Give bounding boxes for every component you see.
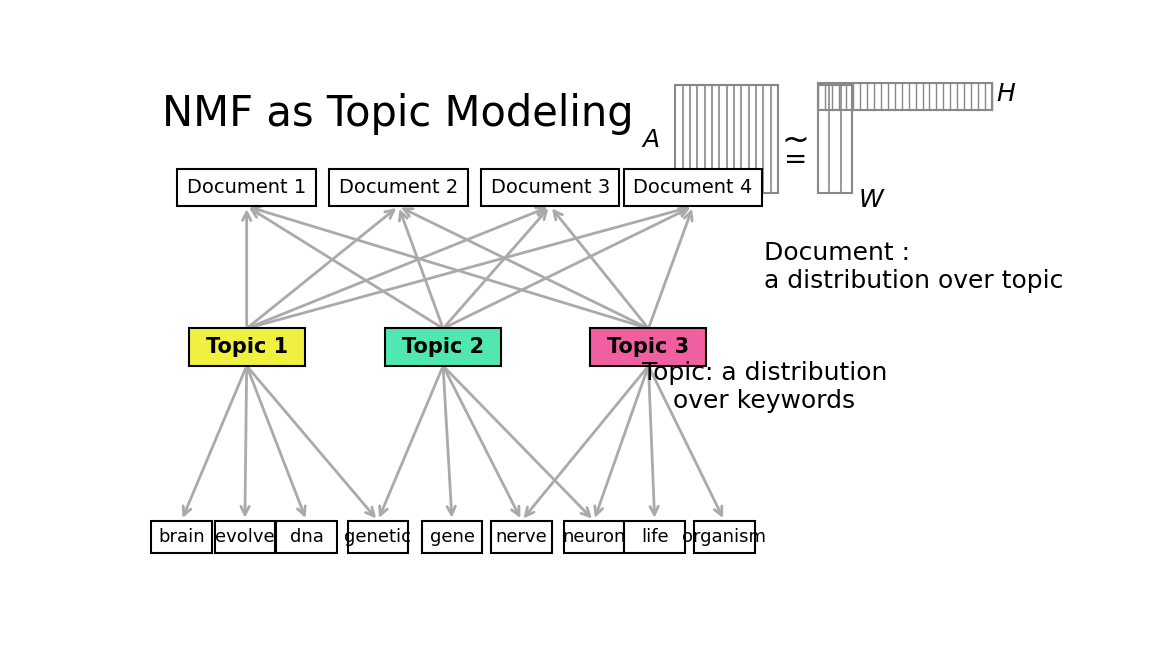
Bar [422, 520, 483, 553]
Bar [348, 520, 408, 553]
Text: gene: gene [430, 528, 475, 546]
Bar [818, 83, 992, 110]
Text: Topic: a distribution
over keywords: Topic: a distribution over keywords [642, 361, 887, 413]
Text: Document 4: Document 4 [634, 178, 752, 197]
Text: Topic 2: Topic 2 [402, 337, 484, 357]
Text: organism: organism [682, 528, 766, 546]
Text: Document 1: Document 1 [187, 178, 306, 197]
Text: Topic 3: Topic 3 [607, 337, 690, 357]
Bar [385, 329, 501, 366]
Text: A: A [642, 128, 659, 152]
Text: Topic 1: Topic 1 [205, 337, 288, 357]
Text: brain: brain [158, 528, 205, 546]
Bar [214, 520, 275, 553]
Text: ~: ~ [782, 124, 810, 157]
Text: life: life [641, 528, 668, 546]
Text: =: = [785, 146, 808, 174]
Bar [482, 169, 620, 206]
Text: Document 2: Document 2 [339, 178, 458, 197]
Bar [694, 520, 755, 553]
Bar [151, 520, 212, 553]
Bar [624, 169, 763, 206]
Text: Document 3: Document 3 [491, 178, 609, 197]
Bar [563, 520, 624, 553]
Bar [189, 329, 304, 366]
Bar [675, 86, 778, 192]
Bar [818, 86, 852, 192]
Text: H: H [996, 82, 1015, 106]
Bar [624, 520, 685, 553]
Bar [177, 169, 316, 206]
Text: Document :
a distribution over topic: Document : a distribution over topic [765, 242, 1063, 294]
Text: dna: dna [289, 528, 324, 546]
Text: NMF as Topic Modeling: NMF as Topic Modeling [161, 93, 634, 135]
Text: W: W [858, 187, 882, 211]
Bar [276, 520, 336, 553]
Text: nerve: nerve [495, 528, 547, 546]
Text: evolve: evolve [215, 528, 274, 546]
Bar [491, 520, 552, 553]
Bar [329, 169, 468, 206]
Text: genetic: genetic [344, 528, 411, 546]
Text: neuron: neuron [562, 528, 626, 546]
Bar [590, 329, 706, 366]
